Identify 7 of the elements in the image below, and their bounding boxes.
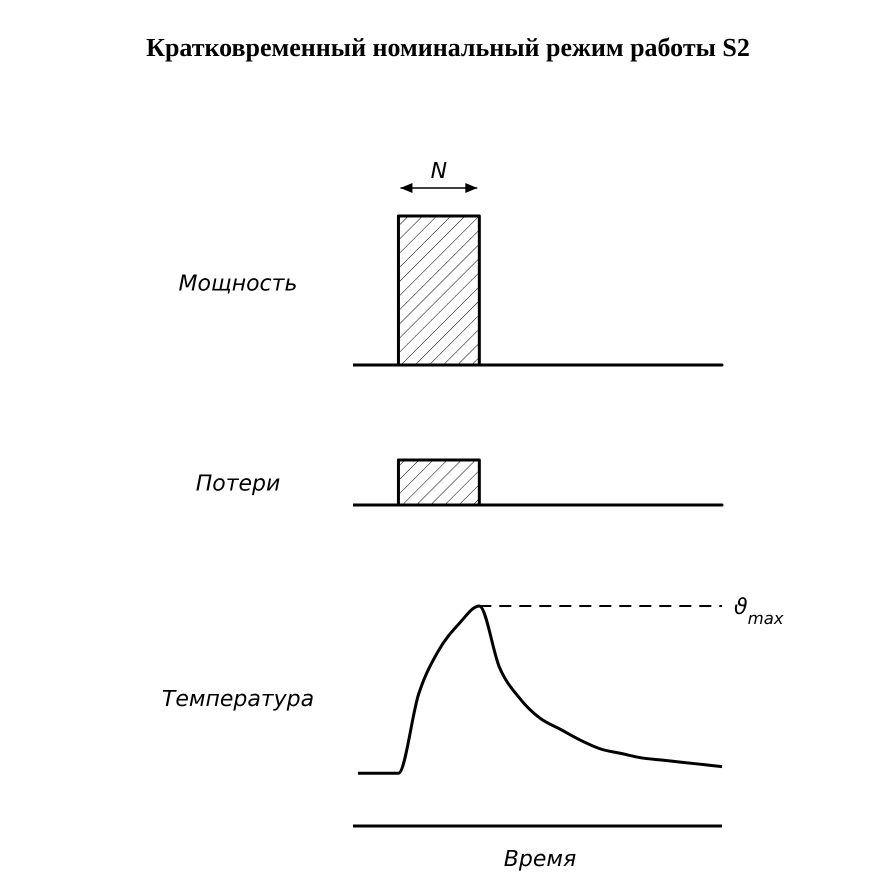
text: N: [430, 159, 448, 184]
chart-title: Кратковременный номинальный режим работы S2: [146, 33, 750, 62]
y-axis-title: Потери: [196, 472, 280, 496]
ref-line-label: ϑ$_{max}$: [734, 595, 784, 628]
y-axis-title: Температура: [162, 687, 314, 712]
x-axis-title: Время: [504, 847, 576, 872]
y-axis-title: Мощность: [178, 272, 298, 296]
